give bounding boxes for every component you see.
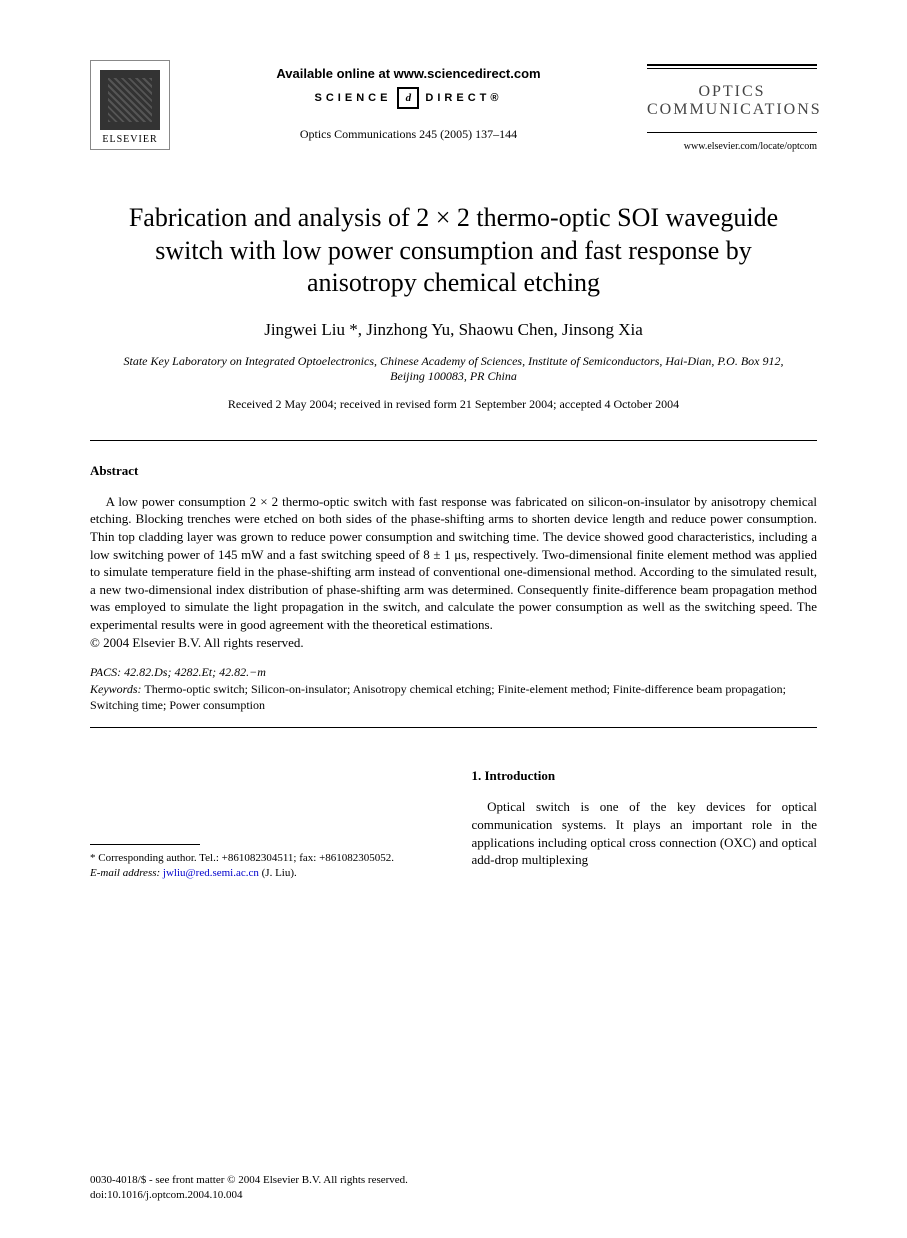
intro-heading: 1. Introduction [472, 768, 818, 784]
affiliation: State Key Laboratory on Integrated Optoe… [120, 354, 787, 385]
footer-doi: doi:10.1016/j.optcom.2004.10.004 [90, 1188, 408, 1202]
sd-left: SCIENCE [315, 92, 392, 104]
email-label: E-mail address: [90, 867, 160, 879]
sd-right: DIRECT® [425, 92, 502, 104]
journal-title-line1: OPTICS [698, 83, 765, 100]
abstract-body: A low power consumption 2 × 2 thermo-opt… [90, 493, 817, 633]
journal-url: www.elsevier.com/locate/optcom [647, 141, 817, 152]
pacs-label: PACS: [90, 665, 121, 679]
footer-frontmatter: 0030-4018/$ - see front matter © 2004 El… [90, 1173, 408, 1187]
page-footer: 0030-4018/$ - see front matter © 2004 El… [90, 1173, 408, 1202]
elsevier-label: ELSEVIER [102, 134, 157, 145]
history-dates: Received 2 May 2004; received in revised… [90, 397, 817, 412]
two-column-region: * Corresponding author. Tel.: +861082304… [90, 768, 817, 881]
left-column: * Corresponding author. Tel.: +861082304… [90, 768, 436, 881]
right-column: 1. Introduction Optical switch is one of… [472, 768, 818, 881]
available-online-line: Available online at www.sciencedirect.co… [170, 66, 647, 81]
keywords-value: Thermo-optic switch; Silicon-on-insulato… [90, 682, 786, 712]
journal-title-line2: COMMUNICATIONS [647, 101, 822, 118]
journal-title: OPTICS COMMUNICATIONS [647, 83, 817, 118]
intro-body: Optical switch is one of the key devices… [472, 798, 818, 868]
authors-line: Jingwei Liu *, Jinzhong Yu, Shaowu Chen,… [90, 320, 817, 340]
abstract-heading: Abstract [90, 463, 817, 479]
article-title: Fabrication and analysis of 2 × 2 thermo… [110, 202, 797, 300]
journal-thinbar-top [647, 68, 817, 69]
sciencedirect-line: SCIENCE d DIRECT® [170, 87, 647, 109]
elsevier-logo: ELSEVIER [90, 60, 170, 150]
keywords-line: Keywords: Thermo-optic switch; Silicon-o… [90, 682, 817, 713]
footnote-rule [90, 844, 200, 845]
journal-bar-top [647, 64, 817, 66]
elsevier-tree-icon [100, 70, 160, 130]
pacs-value: 42.82.Ds; 4282.Et; 42.82.−m [124, 665, 266, 679]
sd-at-icon: d [397, 87, 419, 109]
email-link[interactable]: jwliu@red.semi.ac.cn [163, 867, 259, 879]
email-tail: (J. Liu). [262, 867, 297, 879]
header-row: ELSEVIER Available online at www.science… [90, 60, 817, 152]
abstract-copyright: © 2004 Elsevier B.V. All rights reserved… [90, 635, 817, 651]
email-line: E-mail address: jwliu@red.semi.ac.cn (J.… [90, 866, 436, 881]
header-center: Available online at www.sciencedirect.co… [170, 60, 647, 142]
citation-line: Optics Communications 245 (2005) 137–144 [170, 127, 647, 142]
journal-box: OPTICS COMMUNICATIONS www.elsevier.com/l… [647, 60, 817, 152]
keywords-label: Keywords: [90, 682, 142, 696]
rule-above-abstract [90, 440, 817, 441]
corresponding-footnote: * Corresponding author. Tel.: +861082304… [90, 851, 436, 881]
journal-thinbar-bottom [647, 132, 817, 133]
pacs-line: PACS: 42.82.Ds; 4282.Et; 42.82.−m [90, 665, 817, 680]
corr-author-line: * Corresponding author. Tel.: +861082304… [90, 851, 436, 866]
rule-below-keywords [90, 727, 817, 728]
